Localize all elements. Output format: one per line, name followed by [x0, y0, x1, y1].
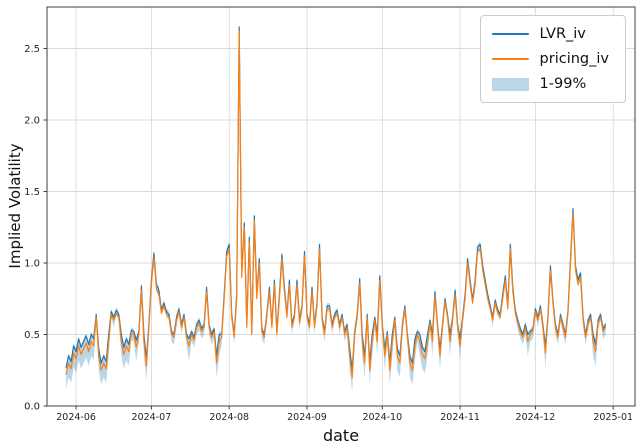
- x-tick-label: 2024-07: [132, 412, 172, 423]
- y-tick-label: 2.0: [24, 116, 40, 127]
- x-tick-label: 2024-12: [516, 412, 556, 423]
- x-tick-label: 2024-11: [440, 412, 480, 423]
- y-tick-label: 1.5: [24, 187, 40, 198]
- legend-item-pricing-iv: pricing_iv: [491, 50, 609, 68]
- y-tick-label: 0.0: [24, 402, 40, 413]
- legend-label-pricing-iv: pricing_iv: [539, 51, 609, 67]
- x-axis-label: date: [322, 426, 360, 445]
- band-patch-swatch-icon: [491, 77, 529, 91]
- legend: LVR_iv pricing_iv 1-99%: [479, 15, 626, 103]
- x-tick-label: 2024-10: [362, 412, 402, 423]
- y-axis-label: Implied Volatility: [6, 143, 24, 269]
- lvr-line-swatch-icon: [491, 32, 529, 36]
- legend-item-lvr-iv: LVR_iv: [491, 25, 609, 43]
- legend-label-band: 1-99%: [539, 76, 587, 92]
- series-line-pricing_iv: [65, 30, 607, 378]
- x-tick-label: 2024-06: [56, 412, 96, 423]
- legend-item-band: 1-99%: [491, 75, 609, 93]
- axes-frame: [46, 6, 636, 407]
- y-tick-label: 2.5: [24, 44, 40, 55]
- x-tick-label: 2025-01: [593, 412, 633, 423]
- x-tick-label: 2024-09: [287, 412, 327, 423]
- y-tick-label: 1.0: [24, 259, 40, 270]
- x-tick-label: 2024-08: [209, 412, 249, 423]
- pricing-line-swatch-icon: [491, 57, 529, 61]
- y-tick-label: 0.5: [24, 330, 40, 341]
- legend-label-lvr-iv: LVR_iv: [539, 26, 586, 42]
